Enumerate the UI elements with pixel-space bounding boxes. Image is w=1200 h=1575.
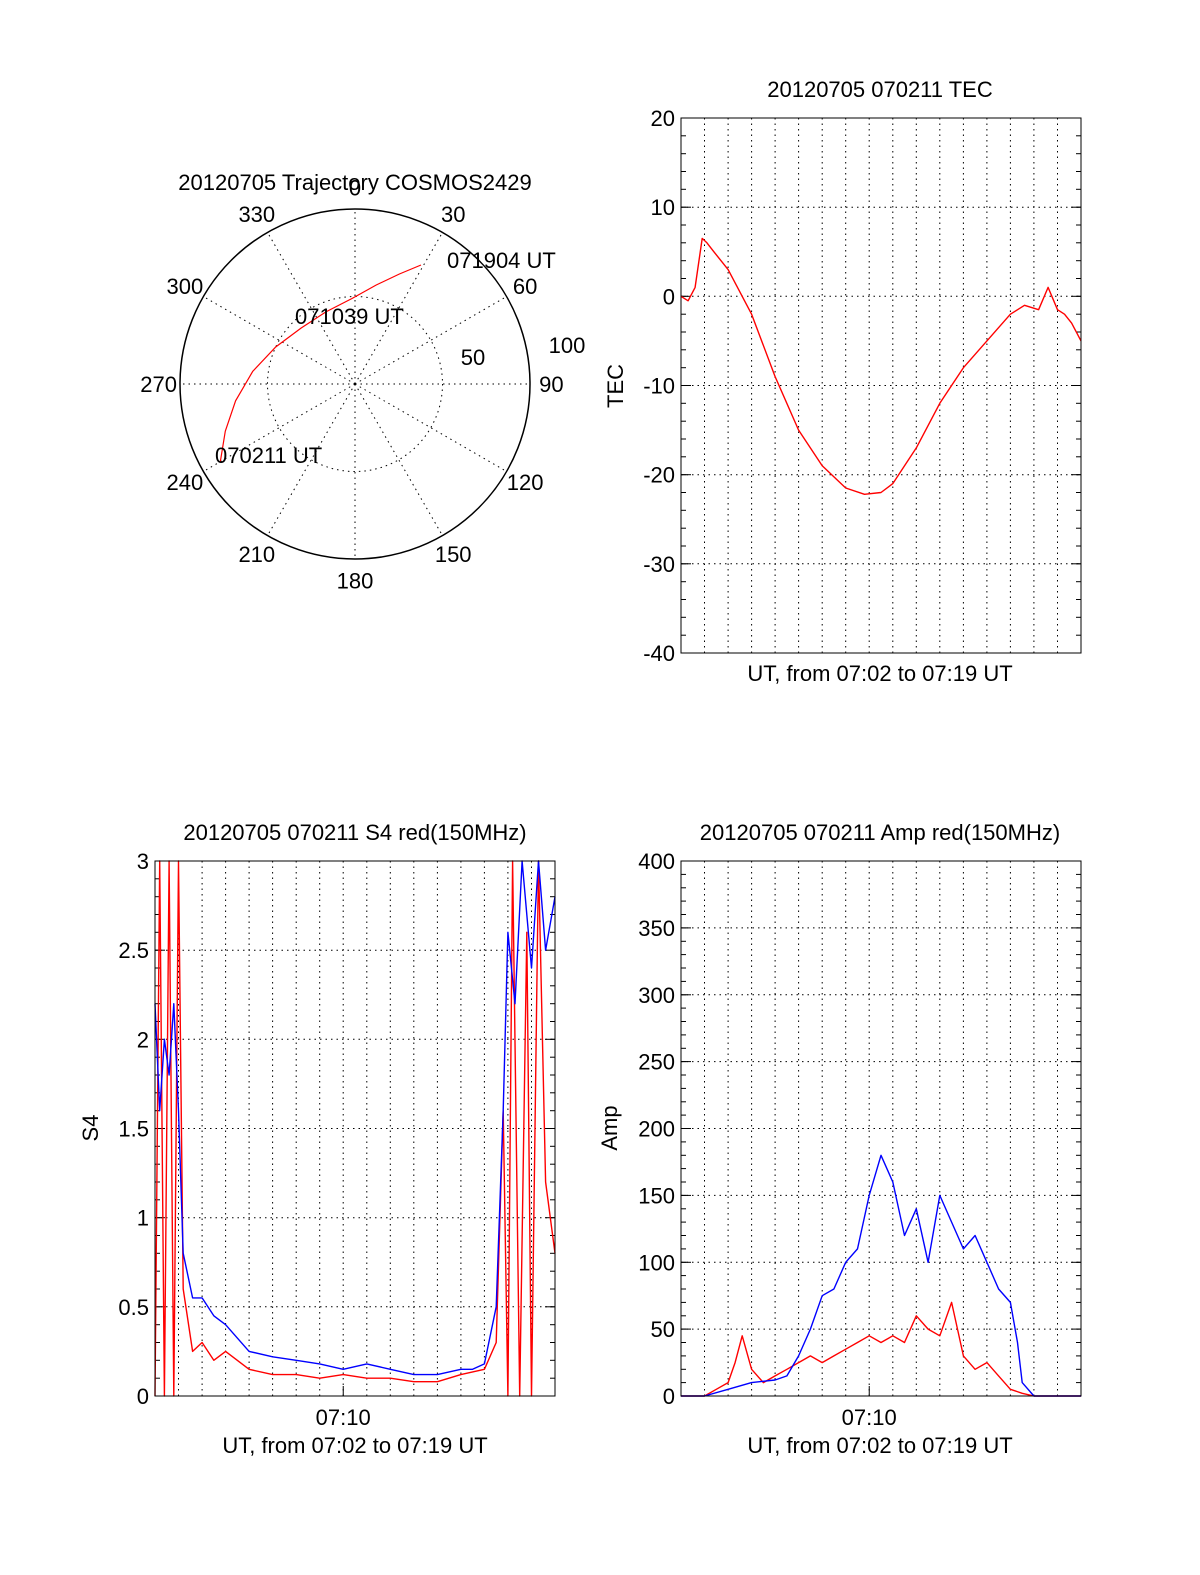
tec-ytick-label: 10 [651,195,675,220]
polar-radial-label: 100 [549,333,586,358]
polar-azimuth-label: 240 [167,470,204,495]
tec-ytick-label: 20 [651,106,675,131]
tec-ytick-label: -40 [643,641,675,666]
polar-annotation: 071904 UT [447,248,556,273]
s4-ytick-label: 1 [137,1206,149,1231]
amp-y-tick-labels: 0 50 100 150 200 250 300 350 400 [638,849,675,1409]
polar-title: 20120705 Trajectory COSMOS2429 [178,170,531,195]
s4-ylabel: S4 [78,1115,103,1142]
polar-spoke-150 [354,383,443,536]
s4-y-tick-labels: 0 0.5 1 1.5 2 2.5 3 [118,849,149,1409]
polar-ring [267,296,443,472]
s4-series [154,860,556,1397]
amp-x-tick-labels: 07:10 [842,1405,897,1430]
amp-series-line-1 [681,1154,1081,1397]
polar-radial-labels: 50 100 [461,333,586,370]
tec-grid [680,117,1082,654]
s4-grid [154,860,556,1397]
polar-azimuth-label: 30 [441,202,465,227]
s4-series-line-0 [154,860,556,1397]
polar-azimuth-label: 270 [140,372,177,397]
s4-title: 20120705 070211 S4 red(150MHz) [183,820,526,845]
amp-ytick-label: 0 [663,1384,675,1409]
amp-ytick-label: 50 [651,1317,675,1342]
amp-ytick-label: 200 [638,1117,675,1142]
amp-series [681,1154,1081,1397]
amp-ytick-label: 400 [638,849,675,874]
amp-ytick-label: 350 [638,916,675,941]
s4-x-tick-labels: 07:10 [316,1405,371,1430]
s4-xlabel: UT, from 07:02 to 07:19 UT [222,1433,487,1458]
s4-plot-frame [154,860,556,1397]
s4-ytick-label: 3 [137,849,149,874]
tec-series-line-0 [680,237,1082,495]
tec-ytick-label: -10 [643,374,675,399]
polar-outer-circle [179,208,531,560]
amp-ytick-label: 300 [638,983,675,1008]
amp-grid [680,860,1082,1397]
amp-ytick-label: 250 [638,1050,675,1075]
s4-ytick-label: 2.5 [118,938,149,963]
tec-ylabel: TEC [603,364,628,408]
polar-grid [180,209,530,559]
polar-trajectory-series [219,264,422,462]
polar-azimuth-label: 150 [435,542,472,567]
tec-y-tick-labels: -40 -30 -20 -10 0 10 20 [643,106,675,666]
polar-trajectory-panel: 20120705 Trajectory COSMOS2429 0 30 60 90 12… [140,170,585,593]
polar-azimuth-labels: 0 30 60 90 120 150 180 210 240 270 300 330 [140,176,563,594]
polar-azimuth-label: 330 [238,202,275,227]
polar-azimuth-label: 180 [337,568,374,593]
tec-ytick-label: -30 [643,552,675,577]
polar-azimuth-label: 60 [513,274,537,299]
polar-azimuth-label: 0 [349,176,361,201]
tec-series [680,237,1082,495]
s4-xtick-label: 07:10 [316,1405,371,1430]
s4-ytick-label: 0.5 [118,1295,149,1320]
amp-ylabel: Amp [597,1105,622,1150]
tec-ytick-label: 0 [663,284,675,309]
polar-azimuth-label: 90 [539,372,563,397]
amp-ytick-label: 150 [638,1183,675,1208]
amp-plot-frame [680,860,1082,1397]
tec-xlabel: UT, from 07:02 to 07:19 UT [747,661,1012,686]
polar-radial-label: 50 [461,345,485,370]
polar-annotation: 071039 UT [295,304,404,329]
amp-series-line-0 [681,1301,1081,1397]
s4-ytick-label: 2 [137,1027,149,1052]
s4-ytick-label: 1.5 [118,1117,149,1142]
polar-azimuth-label: 120 [507,470,544,495]
s4-ytick-label: 0 [137,1384,149,1409]
tec-panel: 20120705 070211 TEC -40 -30 -20 -10 0 10 20 UT… [603,77,1082,686]
polar-spoke-120 [354,383,507,472]
tec-plot-frame [680,117,1082,654]
amp-xtick-label: 07:10 [842,1405,897,1430]
amp-xlabel: UT, from 07:02 to 07:19 UT [747,1433,1012,1458]
amp-title: 20120705 070211 Amp red(150MHz) [700,820,1060,845]
polar-trajectory-line [219,264,422,462]
tec-title: 20120705 070211 TEC [767,77,993,102]
s4-series-line-1 [154,860,556,1376]
polar-azimuth-label: 300 [167,274,204,299]
amp-ytick-label: 100 [638,1250,675,1275]
tec-ytick-label: -20 [643,463,675,488]
amp-panel: 20120705 070211 Amp red(150MHz) 0 50 100 15… [597,820,1082,1458]
s4-panel: 20120705 070211 S4 red(150MHz) 0 0.5 1 1.5 2… [78,820,556,1458]
polar-azimuth-label: 210 [238,542,275,567]
polar-annotations: 071904 UT 071039 UT 070211 UT [215,248,556,468]
polar-annotation: 070211 UT [215,443,322,468]
